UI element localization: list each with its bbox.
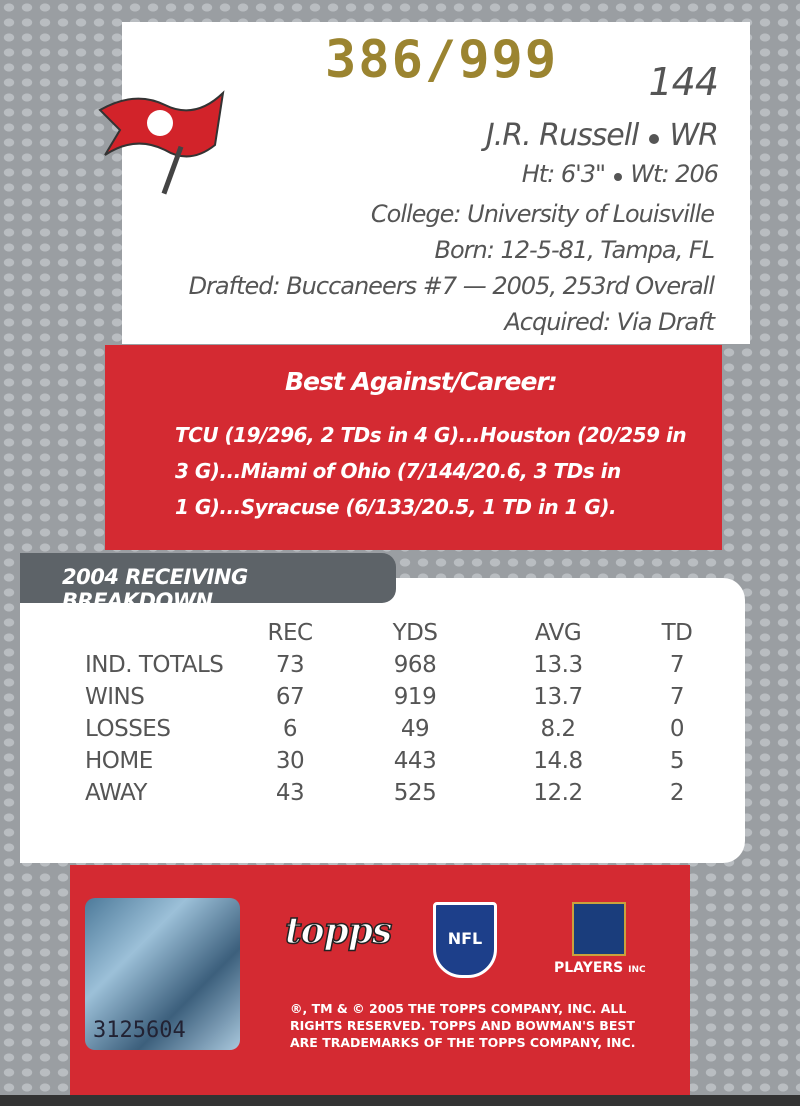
cell: 5: [669, 748, 685, 774]
cell: 968: [393, 652, 437, 678]
legal-line: RIGHTS RESERVED. TOPPS AND BOWMAN'S BEST: [290, 1018, 635, 1033]
cell: 919: [393, 684, 437, 710]
highlights-box: Best Against/Career: TCU (19/296, 2 TDs …: [105, 345, 722, 550]
edge: [0, 1095, 800, 1106]
stats-panel: [20, 578, 745, 863]
nfl-logo: NFL: [433, 902, 497, 978]
cell: 73: [275, 652, 305, 678]
column-header: AVG: [534, 620, 582, 646]
cell: 443: [393, 748, 437, 774]
cell: 67: [275, 684, 305, 710]
row-label: IND. TOTALS: [85, 652, 224, 678]
cell: 8.2: [540, 716, 576, 742]
highlights-title: Best Against/Career:: [285, 367, 558, 396]
row-label: AWAY: [85, 780, 147, 806]
row-label: LOSSES: [85, 716, 171, 742]
topps-logo: topps: [284, 909, 393, 953]
players-text: PLAYERS INC: [554, 960, 646, 976]
drafted: Drafted: Buccaneers #7 — 2005, 253rd Ove…: [188, 272, 715, 300]
players: PLAYERS: [554, 960, 624, 976]
separator: [613, 173, 622, 181]
highlights-line: 3 G)...Miami of Ohio (7/144/20.6, 3 TDs …: [175, 459, 621, 483]
cell: 30: [275, 748, 305, 774]
column-header: YDS: [392, 620, 438, 646]
card-number: 144: [648, 60, 719, 104]
highlights-line: 1 G)...Syracuse (6/133/20.5, 1 TD in 1 G…: [175, 495, 617, 519]
cell: 13.7: [533, 684, 583, 710]
cell: 7: [669, 652, 685, 678]
hologram-number: 3125604: [93, 1018, 186, 1043]
row-label: HOME: [85, 748, 153, 774]
college: College: University of Louisville: [370, 200, 715, 228]
cell: 7: [669, 684, 685, 710]
separator: [648, 134, 659, 144]
bio: College: University of Louisville Born: …: [188, 196, 715, 340]
legal-line: ARE TRADEMARKS OF THE TOPPS COMPANY, INC…: [290, 1035, 636, 1050]
nfl-text: NFL: [447, 929, 483, 948]
highlights-text: TCU (19/296, 2 TDs in 4 G)...Houston (20…: [175, 417, 687, 525]
height: Ht: 6'3": [521, 160, 606, 188]
size-line: Ht: 6'3" Wt: 206: [521, 160, 719, 188]
info-panel: [122, 22, 750, 344]
players-inc: INC: [628, 965, 646, 975]
team-logo: [98, 90, 225, 195]
cell: 2: [669, 780, 685, 806]
born: Born: 12-5-81, Tampa, FL: [434, 236, 715, 264]
cell: 12.2: [533, 780, 583, 806]
highlights-line: TCU (19/296, 2 TDs in 4 G)...Houston (20…: [175, 423, 687, 447]
cell: 43: [275, 780, 305, 806]
row-label: WINS: [85, 684, 145, 710]
column-header: REC: [267, 620, 313, 646]
cell: 49: [400, 716, 430, 742]
stats-tab: 2004 RECEIVING BREAKDOWN: [20, 553, 396, 613]
serial-number: 386/999: [325, 30, 559, 90]
hologram: 3125604: [85, 898, 240, 1050]
cell: 0: [669, 716, 685, 742]
legal-line: ®, TM & © 2005 THE TOPPS COMPANY, INC. A…: [290, 1001, 627, 1016]
legal: ®, TM & © 2005 THE TOPPS COMPANY, INC. A…: [290, 1000, 635, 1051]
stats-title: 2004 RECEIVING BREAKDOWN: [62, 565, 248, 613]
player-line: J.R. Russell WR: [485, 118, 719, 153]
cell: 6: [282, 716, 298, 742]
cell: 13.3: [533, 652, 583, 678]
weight: Wt: 206: [630, 160, 719, 188]
column-header: TD: [661, 620, 693, 646]
acquired: Acquired: Via Draft: [504, 308, 715, 336]
cell: 14.8: [533, 748, 583, 774]
position: WR: [669, 118, 719, 153]
cell: 525: [393, 780, 437, 806]
player-name: J.R. Russell: [485, 118, 640, 153]
players-logo: [572, 902, 626, 956]
